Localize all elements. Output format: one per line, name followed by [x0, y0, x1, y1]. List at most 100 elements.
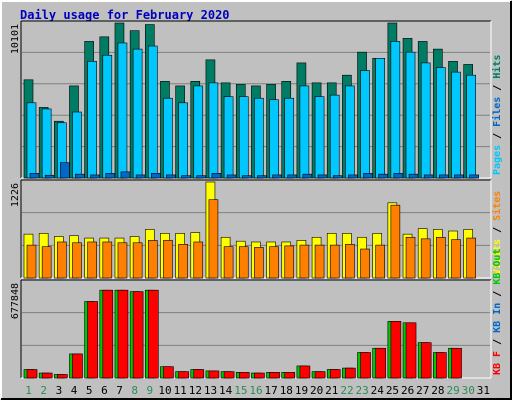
chart-title: Daily usage for February 2020: [20, 8, 230, 22]
bar-files-day-27: [420, 62, 431, 179]
day-label-3: 3: [56, 384, 63, 397]
bar-pages-day-21: [332, 175, 343, 179]
bar-sites-day-16: [254, 247, 264, 279]
axis-max-label: 1226: [10, 183, 21, 207]
bar-sites-day-28: [436, 236, 446, 279]
bar-sites-day-23: [360, 248, 370, 279]
bar-files-day-11: [178, 102, 188, 179]
bar-sites-day-25: [390, 204, 401, 279]
bar-pages-day-3: [60, 162, 70, 179]
legend-entry: Sites: [491, 191, 503, 221]
day-label-26: 26: [401, 384, 414, 397]
bar-files-day-5: [87, 61, 97, 179]
bar-files-day-6: [102, 54, 113, 179]
bar-sites-day-10: [163, 240, 173, 279]
bar-kb-f-day-3: [57, 374, 68, 379]
bar-files-day-22: [345, 85, 355, 179]
legend-entry: /: [492, 285, 503, 303]
bar-pages-day-11: [181, 175, 191, 179]
day-label-12: 12: [189, 384, 202, 397]
day-label-25: 25: [386, 384, 399, 397]
legend-entry: Pages: [492, 145, 503, 175]
bar-sites-day-27: [420, 238, 431, 279]
bar-kb-f-day-9: [147, 289, 159, 379]
bar-kb-f-day-28: [436, 352, 447, 379]
bar-pages-day-19: [302, 173, 313, 179]
panel-legend: Pages / Files / Hits: [491, 55, 503, 175]
bar-sites-day-2: [41, 246, 52, 279]
bar-pages-day-17: [272, 174, 282, 179]
legend-entry: /: [492, 221, 503, 239]
bar-sites-day-5: [87, 241, 97, 279]
bar-kb-f-day-15: [238, 372, 250, 379]
bar-sites-day-21: [329, 244, 340, 279]
day-label-13: 13: [204, 384, 217, 397]
bar-files-day-4: [72, 111, 82, 179]
axis-max-label: 10101: [10, 24, 21, 54]
day-label-4: 4: [71, 384, 78, 397]
bar-sites-day-26: [405, 236, 416, 279]
bar-kb-f-day-21: [329, 369, 341, 379]
bar-sites-day-6: [102, 241, 113, 279]
bar-sites-day-19: [299, 244, 310, 279]
legend-entry: /: [492, 79, 503, 97]
bar-kb-f-day-20: [314, 371, 326, 379]
bar-files-day-18: [284, 97, 295, 179]
day-label-17: 17: [265, 384, 278, 397]
bar-files-day-25: [390, 41, 401, 179]
bar-pages-day-8: [135, 174, 146, 179]
bar-sites-day-1: [26, 244, 37, 279]
bar-pages-day-1: [29, 173, 40, 179]
panel-legend: KB F / KB In / KB Out: [492, 249, 503, 375]
bar-pages-day-7: [120, 171, 131, 179]
bar-pages-day-29: [454, 174, 464, 179]
bar-pages-day-12: [196, 175, 207, 179]
bar-kb-f-day-24: [375, 347, 387, 379]
bar-pages-day-28: [439, 174, 449, 179]
bar-sites-day-8: [132, 242, 143, 279]
bar-files-day-26: [405, 51, 416, 179]
bar-kb-f-day-12: [193, 369, 205, 379]
bar-files-day-13: [208, 82, 219, 179]
bar-kb-f-day-16: [254, 372, 265, 379]
bar-kb-f-day-11: [178, 371, 189, 379]
bar-kb-f-day-13: [208, 370, 220, 379]
day-label-22: 22: [340, 384, 353, 397]
bar-pages-day-27: [423, 174, 434, 179]
bar-sites-day-20: [314, 244, 325, 279]
bar-kb-f-day-10: [163, 366, 174, 379]
day-label-24: 24: [371, 384, 385, 397]
bar-sites-day-24: [375, 244, 386, 279]
bar-kb-f-day-19: [299, 365, 311, 379]
day-label-7: 7: [116, 384, 123, 397]
bar-files-day-14: [223, 96, 234, 179]
bar-files-day-10: [163, 97, 173, 179]
bar-sites-day-29: [451, 239, 461, 279]
day-label-29: 29: [446, 384, 459, 397]
bar-pages-day-24: [378, 173, 389, 179]
bar-kb-f-day-18: [284, 372, 296, 379]
bar-pages-day-14: [226, 174, 237, 179]
bar-files-day-15: [238, 96, 249, 179]
bar-pages-day-15: [241, 175, 252, 179]
bar-files-day-17: [269, 99, 279, 179]
bar-files-day-20: [314, 96, 325, 179]
bar-kb-f-day-26: [405, 322, 417, 379]
day-label-16: 16: [249, 384, 262, 397]
day-label-19: 19: [295, 384, 308, 397]
bar-sites-day-17: [269, 246, 279, 279]
bar-sites-day-13: [208, 199, 219, 279]
bar-kb-f-day-6: [102, 289, 114, 379]
bar-pages-day-2: [44, 174, 55, 179]
bar-pages-day-6: [105, 173, 116, 179]
panel-kbf-kbin-kbout: 677848 KB F / KB In / KB Out: [10, 249, 503, 379]
bar-files-day-2: [41, 108, 52, 179]
day-label-6: 6: [101, 384, 108, 397]
bar-files-day-21: [329, 94, 340, 179]
day-label-14: 14: [219, 384, 233, 397]
day-label-23: 23: [356, 384, 369, 397]
